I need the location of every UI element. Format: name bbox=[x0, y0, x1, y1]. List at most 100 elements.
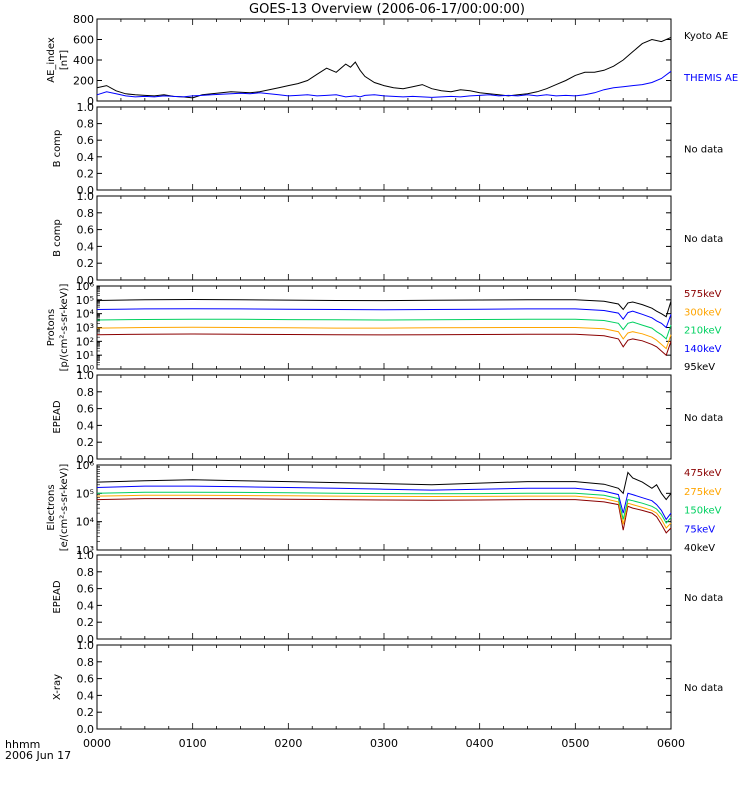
x-axis-corner-label-hhmm: hhmm bbox=[5, 738, 40, 751]
panel-electrons: 10³ 10⁴ 10⁵ 10⁶ Electrons [e/(cm²-s-sr-keV)] 4… bbox=[46, 459, 722, 557]
panel-frame bbox=[96, 195, 672, 281]
y-tick-label: 0.2 bbox=[77, 436, 95, 449]
panel-bcomp2: 0.0 0.2 0.4 0.6 0.8 1.0 B comp No data bbox=[52, 190, 723, 287]
legend-entry: Kyoto AE bbox=[684, 31, 728, 42]
y-axis-label: [nT] bbox=[59, 50, 70, 70]
y-tick-label: 0.6 bbox=[77, 673, 95, 686]
x-axis-corner-label-date: 2006 Jun 17 bbox=[5, 749, 71, 762]
series-line-75kev bbox=[96, 485, 672, 521]
y-axis-label: AE_index bbox=[46, 37, 57, 83]
x-tick-label: 0100 bbox=[179, 737, 207, 750]
y-tick-label: 0.0 bbox=[77, 633, 95, 646]
no-data-note: No data bbox=[684, 145, 723, 156]
series-line-210kev bbox=[96, 318, 672, 340]
y-tick-label: 0.2 bbox=[77, 257, 95, 270]
panel-frame bbox=[96, 106, 672, 191]
y-tick-label: 10⁵ bbox=[76, 487, 94, 500]
y-tick-label: 1.0 bbox=[77, 369, 95, 382]
y-tick-label: 10⁴ bbox=[76, 516, 95, 529]
y-tick-label: 10³ bbox=[76, 544, 94, 557]
y-tick-label: 10⁶ bbox=[76, 459, 95, 472]
series-line-95kev bbox=[96, 298, 672, 318]
panel-frame bbox=[96, 374, 672, 460]
y-axis-label: Electrons bbox=[46, 484, 57, 530]
y-tick-label: 1.0 bbox=[77, 639, 95, 652]
legend-entry: 140keV bbox=[684, 344, 722, 355]
series-line-themis-ae bbox=[96, 70, 672, 98]
y-tick-label: 0.0 bbox=[77, 274, 95, 287]
y-tick-label: 0.4 bbox=[77, 419, 95, 432]
series-line-275kev bbox=[96, 494, 672, 529]
x-tick-label: 0600 bbox=[657, 737, 685, 750]
y-tick-label: 600 bbox=[73, 34, 94, 47]
y-tick-label: 0.0 bbox=[77, 184, 95, 197]
y-tick-label: 0.8 bbox=[77, 118, 95, 131]
y-tick-label: 1.0 bbox=[77, 190, 95, 203]
series-line-575kev bbox=[96, 333, 672, 357]
y-tick-label: 0.4 bbox=[77, 599, 95, 612]
x-tick-label: 0200 bbox=[274, 737, 302, 750]
x-axis: hhmm 2006 Jun 17 0000 0100 0200 0300 0400 050… bbox=[5, 737, 685, 762]
no-data-note: No data bbox=[684, 683, 723, 694]
panel-epead2: 0.0 0.2 0.4 0.6 0.8 1.0 EPEAD No data bbox=[52, 549, 723, 646]
y-axis-label: [e/(cm²-s-sr-keV)] bbox=[59, 464, 70, 552]
y-axis-label: B comp bbox=[52, 219, 63, 257]
chart-title: GOES-13 Overview (2006-06-17/00:00:00) bbox=[249, 2, 525, 17]
legend-entry: 300keV bbox=[684, 307, 722, 318]
y-axis-label: EPEAD bbox=[52, 400, 63, 434]
y-tick-label: 0.6 bbox=[77, 224, 95, 237]
y-tick-label: 0.8 bbox=[77, 656, 95, 669]
series-line-300kev bbox=[96, 326, 672, 350]
x-tick-label: 0400 bbox=[466, 737, 494, 750]
y-axis-label: [p/(cm²-s-sr-keV)] bbox=[59, 284, 70, 372]
legend-entry: 95keV bbox=[684, 362, 715, 373]
panel-frame bbox=[96, 464, 672, 551]
y-tick-label: 0.0 bbox=[77, 723, 95, 736]
panel-bcomp1: 0.0 0.2 0.4 0.6 0.8 1.0 B comp No data bbox=[52, 101, 723, 197]
x-tick-label: 0300 bbox=[370, 737, 398, 750]
y-tick-label: 0.0 bbox=[77, 453, 95, 466]
no-data-note: No data bbox=[684, 593, 723, 604]
y-tick-label: 800 bbox=[73, 13, 94, 26]
y-tick-label: 0.8 bbox=[77, 386, 95, 399]
series-line-kyoto-ae bbox=[96, 36, 672, 99]
y-tick-label: 0.2 bbox=[77, 616, 95, 629]
no-data-note: No data bbox=[684, 234, 723, 245]
panel-frame bbox=[96, 644, 672, 730]
panel-frame bbox=[96, 554, 672, 640]
y-tick-label: 1.0 bbox=[77, 101, 95, 114]
y-axis-label: X-ray bbox=[52, 674, 63, 700]
y-axis-label: EPEAD bbox=[52, 580, 63, 614]
y-tick-label: 0.4 bbox=[77, 240, 95, 253]
series-line-40kev bbox=[96, 471, 672, 501]
panel-frame bbox=[96, 18, 672, 102]
legend-entry: 475keV bbox=[684, 468, 722, 479]
no-data-note: No data bbox=[684, 413, 723, 424]
y-tick-label: 10² bbox=[76, 335, 94, 348]
y-tick-label: 400 bbox=[73, 54, 94, 67]
y-tick-label: 10¹ bbox=[76, 349, 94, 362]
legend-entry: 150keV bbox=[684, 506, 722, 517]
y-tick-label: 0 bbox=[87, 95, 94, 108]
panel-xray: 0.0 0.2 0.4 0.6 0.8 1.0 X-ray No data bbox=[52, 639, 723, 736]
y-tick-label: 1.0 bbox=[77, 549, 95, 562]
y-tick-label: 200 bbox=[73, 75, 94, 88]
series-line-475kev bbox=[96, 498, 672, 534]
y-axis-label: Protons bbox=[46, 309, 57, 346]
y-tick-label: 0.8 bbox=[77, 207, 95, 220]
legend-entry: 210keV bbox=[684, 326, 722, 337]
y-tick-label: 10⁶ bbox=[76, 280, 95, 293]
legend-entry: 75keV bbox=[684, 524, 715, 535]
y-tick-label: 0.2 bbox=[77, 706, 95, 719]
y-tick-label: 0.8 bbox=[77, 566, 95, 579]
panel-ae: 0 200 400 600 800 AE_index [nT] Kyoto AE THEMIS … bbox=[46, 13, 738, 108]
series-line-140kev bbox=[96, 308, 672, 329]
x-tick-label: 0000 bbox=[83, 737, 111, 750]
y-tick-label: 0.4 bbox=[77, 151, 95, 164]
x-tick-label: 0500 bbox=[561, 737, 589, 750]
y-tick-label: 0.2 bbox=[77, 167, 95, 180]
legend-entry: 40keV bbox=[684, 543, 715, 554]
y-axis-label: B comp bbox=[52, 130, 63, 168]
